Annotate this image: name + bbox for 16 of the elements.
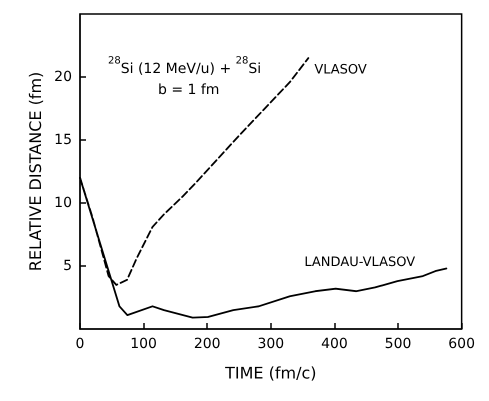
y-tick-label: 15 — [54, 132, 72, 148]
x-tick-label: 600 — [448, 336, 476, 352]
x-tick-label: 500 — [384, 336, 412, 352]
x-tick-label: 0 — [76, 336, 84, 352]
x-tick-label: 400 — [321, 336, 348, 352]
x-tick-label: 100 — [130, 336, 157, 352]
y-axis-title: RELATIVE DISTANCE (fm) — [26, 72, 45, 272]
series-label: LANDAU-VLASOV — [304, 255, 416, 270]
y-tick-label: 10 — [54, 195, 72, 211]
x-tick-label: 300 — [257, 336, 284, 352]
y-tick-label: 20 — [54, 69, 72, 85]
annotation: b = 1 fm — [158, 82, 220, 98]
series-label: VLASOV — [314, 62, 367, 78]
x-tick-label: 200 — [194, 336, 221, 352]
x-axis-title: TIME (fm/c) — [224, 364, 317, 382]
y-tick-label: 5 — [63, 258, 72, 274]
